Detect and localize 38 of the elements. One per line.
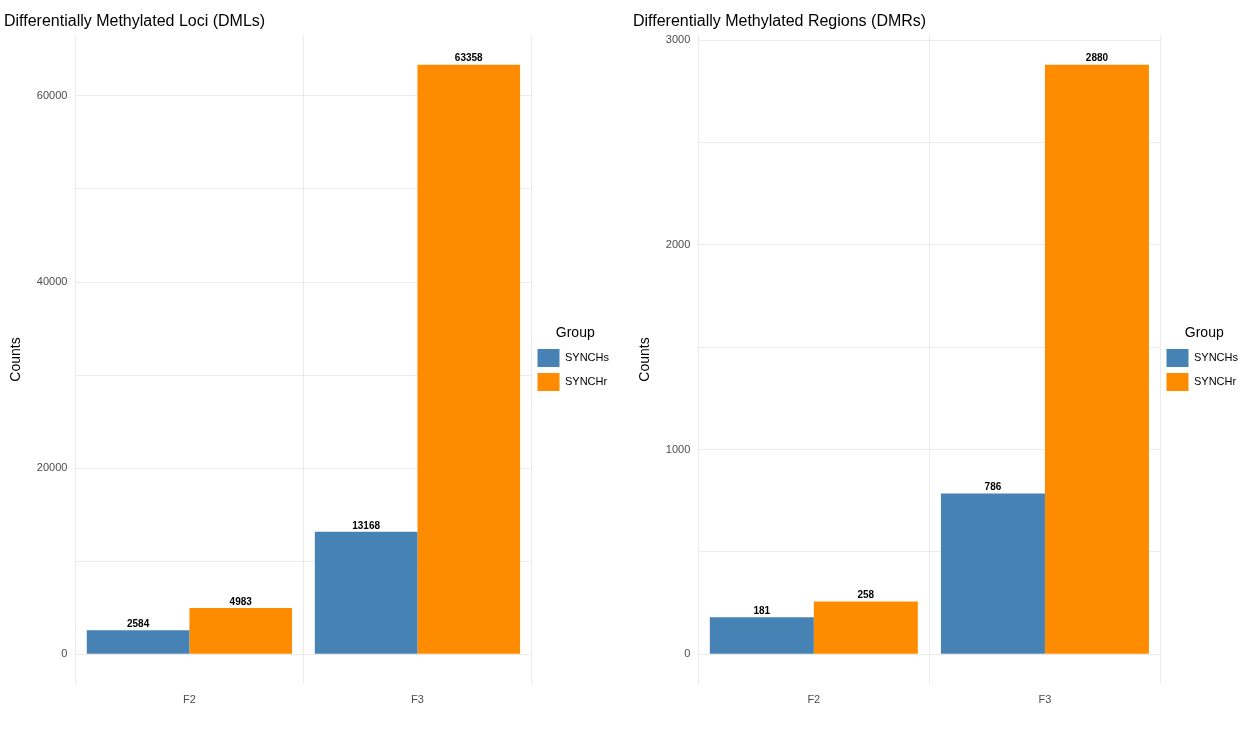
data-label: 2880	[1085, 52, 1109, 64]
bar	[314, 531, 418, 654]
legend-label: SYNCHs	[1193, 350, 1239, 363]
data-label: 181	[753, 605, 771, 617]
y-tick-label: 0	[684, 647, 691, 660]
chart-title: Differentially Methylated Regions (DMRs)	[633, 12, 927, 30]
bar	[813, 601, 918, 654]
data-label: 786	[984, 481, 1002, 493]
bar	[86, 630, 190, 654]
legend-label: SYNCHs	[564, 350, 610, 363]
x-tick-label: F2	[182, 693, 196, 706]
x-tick-label: F3	[411, 693, 424, 706]
y-tick-label: 3000	[665, 33, 691, 46]
data-label: 13168	[352, 519, 381, 531]
bar	[417, 64, 521, 654]
x-tick-label: F3	[1038, 693, 1052, 706]
y-tick-label: 1000	[665, 442, 691, 455]
y-tick-label: 2000	[665, 237, 691, 250]
legend-title: Group	[1184, 323, 1224, 340]
y-tick-label: 20000	[36, 461, 68, 474]
y-tick-label: 60000	[36, 88, 68, 101]
legend-title: Group	[555, 323, 595, 340]
data-label: 4983	[229, 595, 253, 607]
legend-label: SYNCHr	[1193, 374, 1237, 387]
y-tick-label: 40000	[36, 275, 68, 288]
data-label: 2584	[126, 618, 150, 630]
chart-title: Differentially Methylated Loci (DMLs)	[4, 12, 266, 30]
y-axis-title: Counts	[7, 337, 24, 382]
x-tick-label: F2	[807, 693, 821, 706]
y-axis-title: Counts	[636, 337, 653, 382]
bar	[940, 493, 1045, 654]
data-label: 258	[857, 589, 875, 601]
data-label: 63358	[454, 52, 484, 64]
legend-label: SYNCHr	[564, 374, 608, 387]
y-tick-label: 0	[61, 647, 68, 660]
bar	[1044, 64, 1149, 654]
bar	[189, 607, 293, 654]
bar	[709, 617, 814, 654]
